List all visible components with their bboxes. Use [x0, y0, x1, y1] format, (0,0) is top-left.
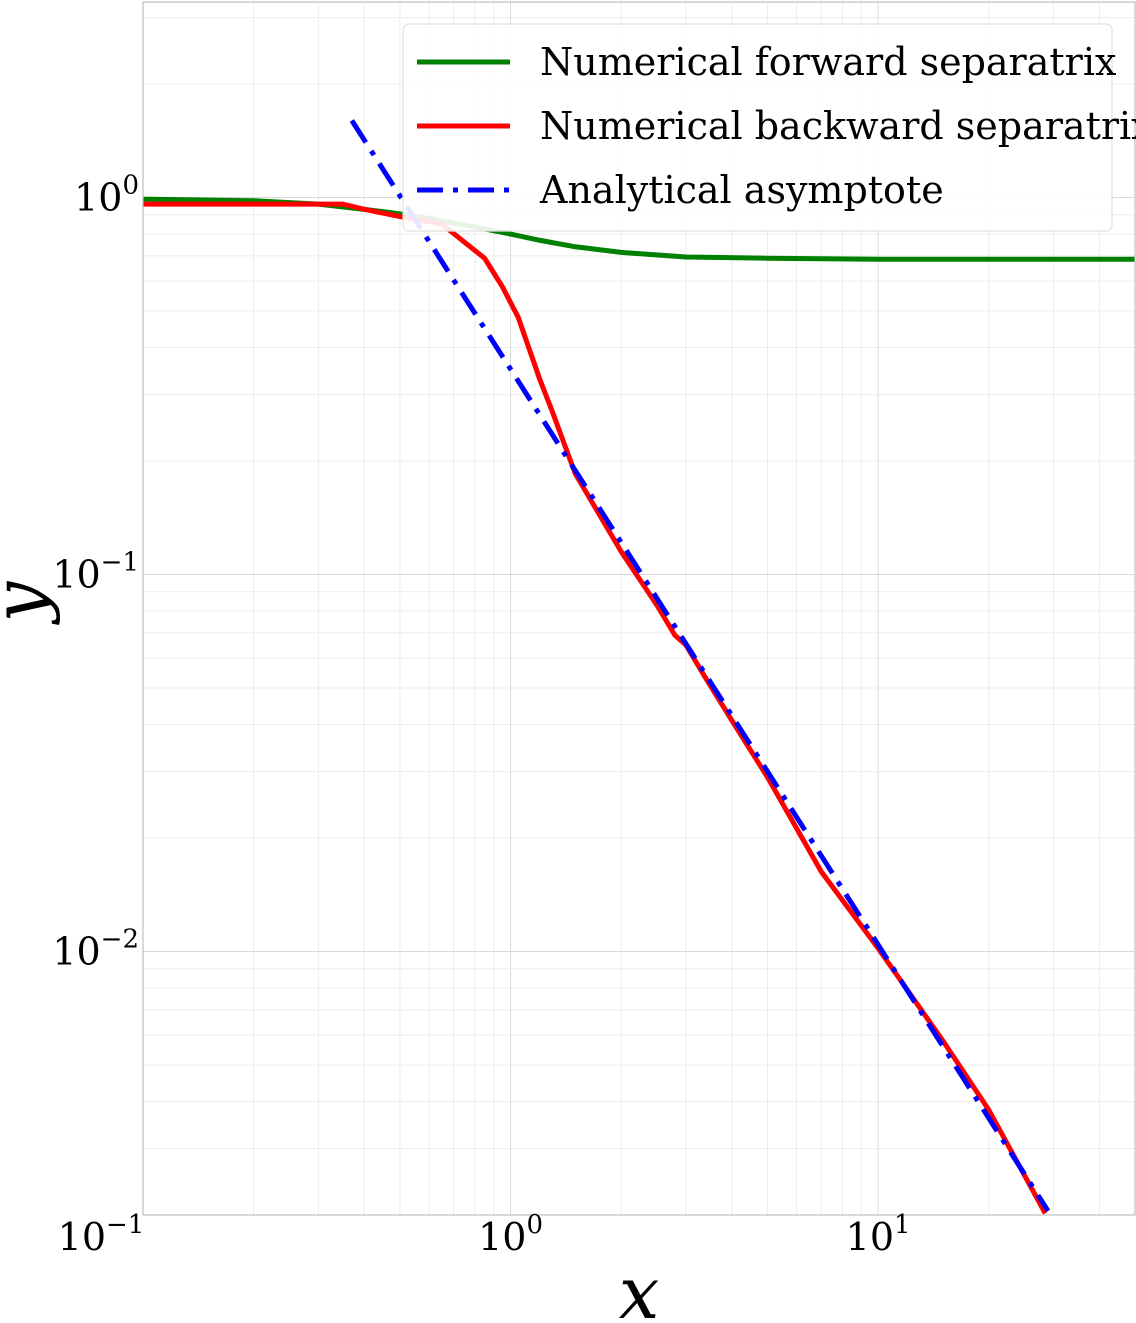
y-axis-label: y [0, 580, 61, 625]
legend-label: Numerical backward separatrix [540, 104, 1136, 148]
y-tick-labels: 100 10−1 10−2 [52, 170, 139, 973]
series-line-2 [349, 119, 1051, 1213]
legend-box [402, 23, 1113, 232]
x-axis-label: x [619, 1251, 660, 1323]
legend-label: Numerical forward separatrix [540, 40, 1116, 84]
legend: Numerical forward separatrix Numerical ba… [402, 23, 1136, 232]
y-tick-label: 10−2 [52, 924, 139, 973]
x-tick-label: 100 [478, 1210, 543, 1259]
x-tick-labels: 10−1 100 101 [58, 1210, 911, 1259]
series-line-1 [143, 201, 1048, 1215]
y-tick-label: 10−1 [52, 547, 139, 596]
y-tick-label: 100 [74, 170, 139, 219]
x-tick-label: 10−1 [58, 1210, 145, 1259]
legend-label: Analytical asymptote [539, 168, 944, 212]
plot-area [142, 119, 1135, 1215]
plot-frame [142, 1, 1136, 1216]
x-tick-label: 101 [846, 1210, 911, 1259]
